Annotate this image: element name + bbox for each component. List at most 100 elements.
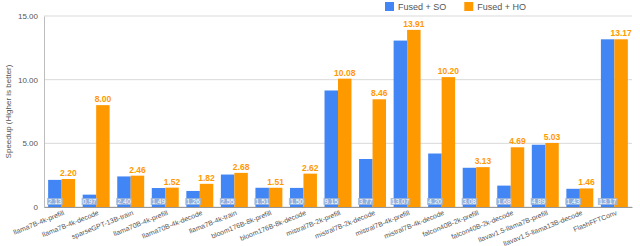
bar	[338, 79, 351, 207]
data-label-bg	[358, 198, 374, 205]
y-tick: 5.00	[22, 139, 44, 148]
data-label-bg	[427, 198, 443, 205]
data-label: 9.15	[324, 198, 338, 205]
bar	[269, 188, 282, 207]
y-tick: 10.00	[18, 76, 44, 85]
bar	[463, 168, 476, 207]
y-tick-label: 5.00	[22, 139, 38, 148]
data-labels: 2.130.972.401.491.262.551.511.509.153.77…	[47, 19, 632, 205]
data-label: 3.13	[475, 156, 492, 166]
data-label: 13.91	[403, 19, 425, 29]
data-label: 4.89	[532, 198, 546, 205]
bar	[96, 105, 109, 207]
data-label: 1.51	[255, 198, 269, 205]
data-label: 8.46	[371, 88, 388, 98]
bar	[117, 176, 130, 207]
data-label-bg	[323, 198, 339, 205]
x-tick: bloom176B-8k-decode	[239, 207, 307, 242]
bar	[165, 188, 178, 207]
data-label-bg	[391, 198, 411, 205]
bar	[131, 176, 144, 207]
legend-label: Fused + HO	[477, 2, 526, 12]
data-label-bg	[220, 198, 236, 205]
bar	[442, 77, 455, 207]
bar	[428, 154, 441, 207]
bar	[545, 143, 558, 207]
data-label: 13.07	[392, 198, 410, 205]
legend-swatch	[464, 2, 473, 11]
legend-item: Fused + HO	[464, 2, 526, 12]
data-label: 1.52	[164, 177, 181, 187]
data-label: 2.55	[221, 198, 235, 205]
data-label: 1.46	[578, 177, 595, 187]
x-tick: mistral7B-4k-decode	[383, 207, 445, 240]
x-tick: llavav1.5-llama13B-decode	[502, 207, 583, 246]
bar	[325, 90, 338, 207]
y-axis-title: Speedup (Higher is better)	[4, 64, 13, 158]
data-label: 13.17	[610, 28, 632, 38]
bar	[373, 99, 386, 207]
data-label-bg	[598, 198, 618, 205]
bar	[394, 41, 407, 207]
plot: 05.0010.0015.00llama7B-4k-prefillllama7B…	[12, 12, 632, 246]
data-label-bg	[116, 198, 132, 205]
bar	[186, 191, 199, 207]
data-label-bg	[151, 198, 167, 205]
x-tick-label: FlashFFTConv	[572, 209, 618, 233]
data-label: 2.13	[48, 198, 62, 205]
data-label-bg	[47, 198, 63, 205]
x-tick-label: mistral7B-2k-decode	[314, 209, 376, 240]
legend-swatch	[385, 2, 394, 11]
bars	[48, 30, 628, 207]
bar	[83, 195, 96, 207]
chart: 05.0010.0015.00llama7B-4k-prefillllama7B…	[0, 0, 640, 246]
bar	[303, 174, 316, 207]
data-label: 2.46	[129, 165, 146, 175]
bar	[601, 39, 614, 207]
data-label-bg	[254, 198, 270, 205]
data-label: 3.08	[463, 198, 477, 205]
y-axis-line	[44, 17, 45, 208]
y-tick-label: 15.00	[18, 12, 39, 21]
grid	[44, 16, 632, 207]
y-tick: 15.00	[18, 12, 44, 21]
y-tick-label: 10.00	[18, 76, 39, 85]
x-tick: sparseGPT-13B-train	[71, 207, 135, 241]
bar	[62, 179, 75, 207]
x-tick: FlashFFTConv	[572, 207, 618, 233]
y-tick: 0	[34, 203, 44, 212]
data-label-bg	[289, 198, 305, 205]
bar	[566, 189, 579, 207]
data-label: 2.40	[117, 198, 131, 205]
data-label: 4.69	[509, 136, 526, 146]
data-label-bg	[496, 198, 512, 205]
bar	[221, 175, 234, 207]
bar	[152, 188, 165, 207]
data-label: 13.17	[599, 198, 617, 205]
x-tick: mistral7B-2k-decode	[314, 207, 376, 240]
bar	[532, 145, 545, 207]
legend-item: Fused + SO	[385, 2, 446, 12]
grid-line	[44, 16, 632, 17]
data-label: 2.20	[60, 168, 77, 178]
data-label: 1.43	[566, 198, 580, 205]
bar	[234, 173, 247, 207]
bar	[200, 184, 213, 207]
data-label: 2.62	[302, 163, 319, 173]
data-label: 10.20	[438, 66, 460, 76]
legend: Fused + SO Fused + HO	[385, 2, 526, 12]
data-label: 2.68	[233, 162, 250, 172]
data-label-bg	[462, 198, 478, 205]
bar	[476, 167, 489, 207]
x-axis-line	[45, 207, 633, 208]
y-axis: 0 5.00 10.00 15.00	[18, 12, 45, 212]
data-label: 1.26	[186, 198, 200, 205]
data-label: 1.50	[290, 198, 304, 205]
x-tick-label: llama70B-4k-decode	[141, 209, 203, 240]
data-label: 10.08	[334, 68, 356, 78]
bar	[407, 30, 420, 207]
bar	[580, 188, 593, 207]
bar	[359, 159, 372, 207]
x-tick: llama70B-4k-decode	[141, 207, 203, 240]
data-label: 8.00	[95, 94, 112, 104]
